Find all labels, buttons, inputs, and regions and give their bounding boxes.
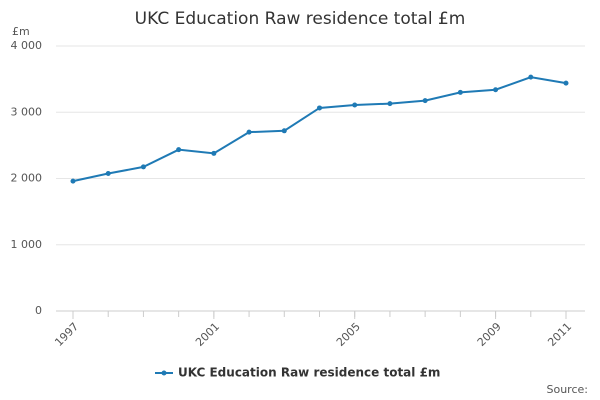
point bbox=[281, 128, 287, 134]
x-tick-label: 1997 bbox=[52, 320, 81, 349]
y-unit: £m bbox=[12, 25, 30, 38]
point bbox=[352, 102, 358, 108]
y-tick-label: 3 000 bbox=[11, 105, 43, 118]
source: Source: bbox=[547, 383, 589, 396]
y-tick-label: 2 000 bbox=[11, 172, 43, 185]
point bbox=[246, 129, 252, 135]
series-line bbox=[72, 76, 567, 183]
y-tick-label: 1 000 bbox=[11, 238, 43, 251]
y-tick-label: 0 bbox=[35, 304, 42, 317]
y-tick-label: 4 000 bbox=[11, 39, 43, 52]
x-tick-label: 2009 bbox=[475, 320, 504, 349]
point bbox=[493, 87, 499, 93]
point bbox=[563, 80, 569, 86]
point bbox=[140, 164, 146, 170]
point bbox=[211, 150, 217, 156]
point bbox=[528, 74, 534, 80]
point bbox=[422, 98, 428, 104]
point bbox=[317, 105, 322, 111]
chart-title: UKC Education Raw residence total £m bbox=[135, 9, 466, 29]
x-tick-label: 2005 bbox=[334, 320, 363, 349]
legend-marker bbox=[161, 370, 167, 376]
x-tick-label: 2001 bbox=[193, 320, 222, 349]
x-tick-label: 2011 bbox=[545, 320, 574, 349]
point bbox=[387, 101, 393, 107]
point bbox=[70, 178, 76, 184]
point bbox=[105, 171, 111, 177]
point bbox=[176, 147, 182, 153]
point bbox=[457, 89, 463, 95]
legend-label: UKC Education Raw residence total £m bbox=[178, 366, 440, 380]
